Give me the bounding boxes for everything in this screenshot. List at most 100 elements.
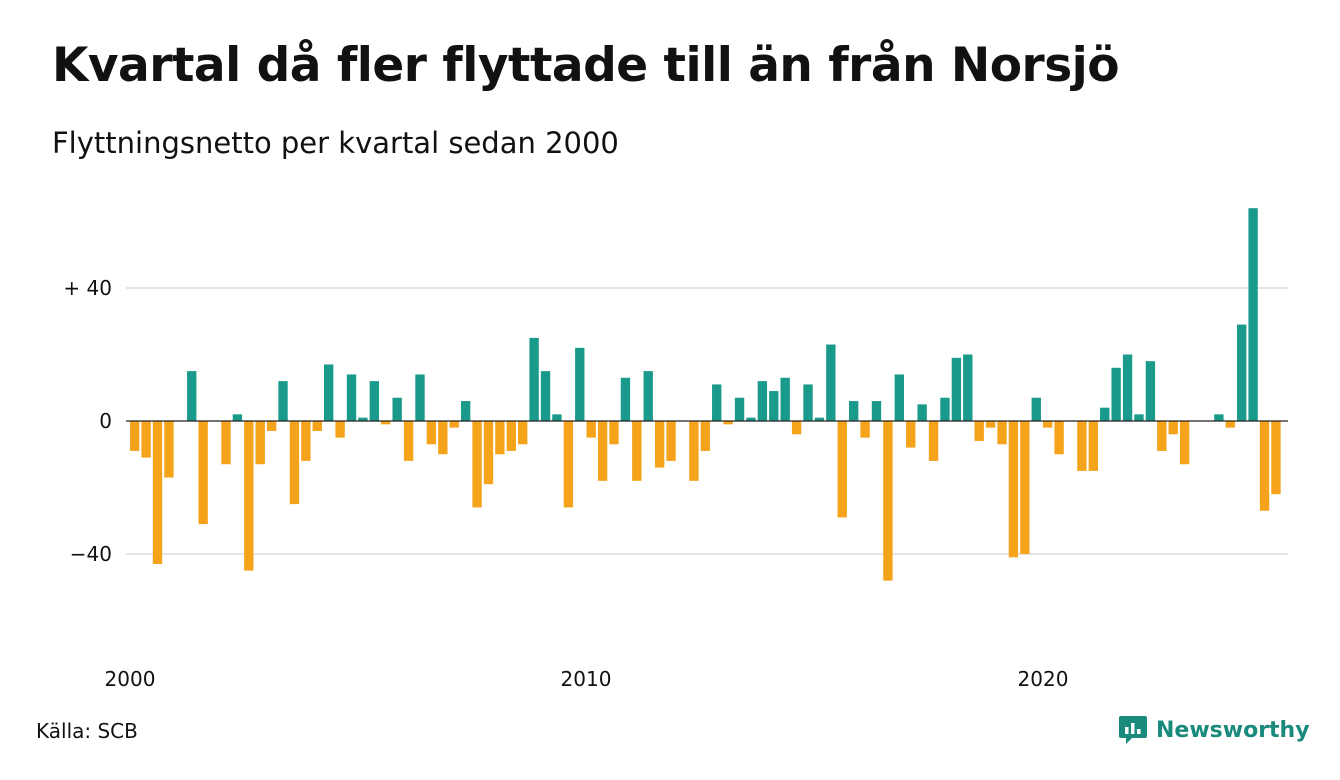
bar-2016-Q4 bbox=[894, 374, 904, 421]
bar-2001-Q3 bbox=[198, 421, 208, 525]
bar-2011-Q3 bbox=[654, 421, 665, 468]
bar-2008-Q3 bbox=[518, 421, 528, 445]
bar-2017-Q2 bbox=[917, 404, 927, 422]
bar-2017-Q1 bbox=[906, 421, 916, 448]
bar-2012-Q3 bbox=[700, 421, 710, 451]
bar-2003-Q2 bbox=[278, 381, 288, 421]
bar-2019-Q3 bbox=[1020, 421, 1030, 554]
bar-2021-Q3 bbox=[1111, 367, 1121, 421]
bar-2020-Q2 bbox=[1054, 421, 1064, 455]
bar-2022-Q3 bbox=[1157, 421, 1167, 451]
bar-2022-Q1 bbox=[1134, 414, 1144, 421]
bar-2007-Q1 bbox=[449, 421, 459, 428]
bar-2011-Q4 bbox=[666, 421, 676, 461]
bar-2018-Q2 bbox=[963, 354, 973, 421]
bar-2009-Q4 bbox=[575, 347, 585, 421]
bar-2012-Q4 bbox=[712, 384, 722, 422]
bar-2025-Q1 bbox=[1271, 421, 1281, 495]
bar-2023-Q1 bbox=[1179, 421, 1190, 465]
bar-2007-Q2 bbox=[460, 401, 471, 421]
bar-2004-Q2 bbox=[324, 364, 334, 422]
y-tick-label-minus-40: −40 bbox=[70, 542, 112, 566]
source-note: Källa: SCB bbox=[36, 719, 138, 743]
bar-2003-Q1 bbox=[266, 421, 277, 431]
bar-2006-Q1 bbox=[403, 421, 414, 461]
bar-2011-Q2 bbox=[643, 371, 653, 422]
bar-2024-Q1 bbox=[1225, 421, 1235, 428]
bar-2015-Q4 bbox=[848, 401, 859, 421]
x-axis: 2000 2010 2020 bbox=[105, 667, 1069, 691]
bar-2010-Q4 bbox=[620, 377, 631, 421]
bar-2002-Q3 bbox=[244, 421, 254, 571]
bar-2001-Q2 bbox=[187, 371, 197, 422]
newsworthy-brand: Newsworthy bbox=[1118, 714, 1310, 746]
bar-2002-Q1 bbox=[221, 421, 231, 465]
bar-2009-Q3 bbox=[563, 421, 574, 508]
bar-2002-Q2 bbox=[232, 414, 243, 421]
bar-2014-Q3 bbox=[791, 421, 802, 435]
newsworthy-logo-icon bbox=[1119, 716, 1147, 744]
bar-2007-Q3 bbox=[472, 421, 482, 508]
bar-2018-Q3 bbox=[974, 421, 984, 441]
bar-2024-Q2 bbox=[1237, 324, 1247, 421]
bar-2010-Q2 bbox=[597, 421, 608, 481]
bar-2006-Q2 bbox=[415, 374, 425, 421]
bar-2008-Q4 bbox=[529, 337, 539, 422]
bar-2022-Q4 bbox=[1168, 421, 1178, 435]
bar-2019-Q4 bbox=[1031, 397, 1041, 422]
chart-title: Kvartal då fler flyttade till än från No… bbox=[52, 38, 1120, 93]
bar-2010-Q3 bbox=[609, 421, 619, 445]
bar-2006-Q3 bbox=[426, 421, 437, 445]
bar-2005-Q2 bbox=[369, 381, 380, 421]
gridlines bbox=[126, 287, 1288, 555]
bar-2021-Q1 bbox=[1088, 421, 1099, 471]
bar-2004-Q3 bbox=[335, 421, 345, 438]
bar-2017-Q3 bbox=[928, 421, 939, 461]
bar-2017-Q4 bbox=[940, 397, 950, 422]
bar-2014-Q4 bbox=[803, 384, 813, 422]
bar-2022-Q2 bbox=[1145, 361, 1156, 421]
x-tick-label-2000: 2000 bbox=[105, 667, 156, 691]
bar-2024-Q3 bbox=[1248, 208, 1258, 421]
bar-2016-Q3 bbox=[883, 421, 893, 581]
bar-2014-Q1 bbox=[769, 391, 779, 421]
bar-2000-Q3 bbox=[152, 421, 163, 564]
bar-2003-Q4 bbox=[301, 421, 311, 461]
bars-group bbox=[130, 208, 1281, 581]
bar-2008-Q2 bbox=[506, 421, 516, 451]
bar-2020-Q1 bbox=[1043, 421, 1053, 428]
bar-2013-Q3 bbox=[746, 417, 756, 422]
bar-2005-Q1 bbox=[358, 417, 368, 422]
y-axis: + 40 0 −40 bbox=[63, 276, 112, 566]
bar-2009-Q1 bbox=[540, 371, 551, 422]
bar-2018-Q4 bbox=[985, 421, 996, 428]
bar-2000-Q4 bbox=[164, 421, 174, 478]
bar-2016-Q2 bbox=[871, 401, 882, 421]
x-tick-label-2020: 2020 bbox=[1018, 667, 1069, 691]
bar-2004-Q1 bbox=[312, 421, 322, 431]
bar-2012-Q2 bbox=[689, 421, 699, 481]
chart-subtitle: Flyttningsnetto per kvartal sedan 2000 bbox=[52, 126, 619, 160]
bar-2014-Q2 bbox=[780, 377, 790, 421]
bar-chart: + 40 0 −40 2000 2010 2020 bbox=[63, 208, 1288, 691]
x-tick-label-2010: 2010 bbox=[561, 667, 612, 691]
bar-2019-Q1 bbox=[997, 421, 1007, 445]
bar-2015-Q3 bbox=[837, 421, 847, 518]
bar-2024-Q4 bbox=[1259, 421, 1270, 511]
brand-name: Newsworthy bbox=[1156, 717, 1310, 743]
bar-2013-Q1 bbox=[723, 421, 733, 425]
bar-2006-Q4 bbox=[438, 421, 448, 455]
bar-2011-Q1 bbox=[632, 421, 642, 481]
bar-2010-Q1 bbox=[586, 421, 596, 438]
bar-2016-Q1 bbox=[860, 421, 870, 438]
bar-2021-Q4 bbox=[1122, 354, 1133, 421]
bar-2013-Q4 bbox=[757, 381, 768, 421]
bar-2020-Q4 bbox=[1077, 421, 1087, 471]
bar-2008-Q1 bbox=[495, 421, 505, 455]
bar-2000-Q2 bbox=[141, 421, 151, 458]
bar-2003-Q3 bbox=[289, 421, 300, 505]
bar-2009-Q2 bbox=[552, 414, 562, 421]
bar-2005-Q3 bbox=[381, 421, 391, 425]
bar-2021-Q2 bbox=[1100, 407, 1110, 421]
bar-2023-Q4 bbox=[1214, 414, 1224, 421]
